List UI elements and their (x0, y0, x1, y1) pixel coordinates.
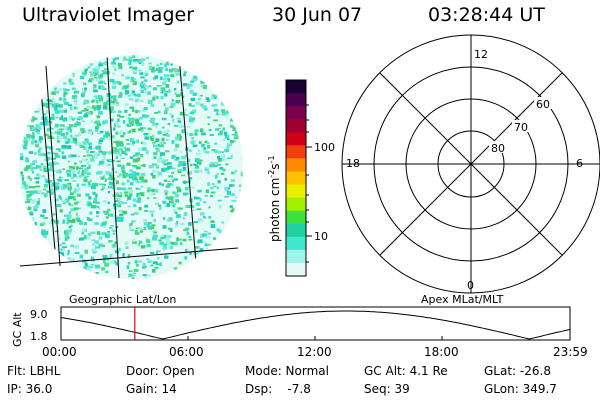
glon-status: GLon: 349.7 (484, 382, 557, 396)
color-bar-segment (286, 197, 306, 212)
door-status: Door: Open (126, 364, 195, 378)
color-bar-segment (286, 93, 306, 107)
timeline-y-axis-label: GC Alt (11, 312, 24, 347)
geo-meridian-line (106, 55, 120, 279)
date-label: 30 Jun 07 (272, 4, 363, 26)
color-bar-segment (286, 106, 306, 120)
dsp-status: Dsp: -7.8 (245, 382, 311, 396)
mlat-label-60: 60 (536, 98, 550, 111)
filter-status: Flt: LBHL (7, 364, 61, 378)
mlat-label-80: 80 (491, 142, 505, 155)
color-bar-segment (286, 210, 306, 225)
timeline-x-tick: 12:00 (297, 345, 332, 359)
timeline-x-tick: 18:00 (424, 345, 459, 359)
color-bar-segment (286, 158, 306, 172)
mlt-label-12: 12 (474, 48, 488, 61)
color-bar-scale (286, 80, 306, 277)
timeline-y-tick: 9.0 (30, 308, 48, 321)
seq-status: Seq: 39 (364, 382, 410, 396)
color-bar-segment (286, 119, 306, 133)
gain-status: Gain: 14 (126, 382, 177, 396)
emission-speckles (20, 55, 243, 279)
geo-meridian-line (178, 55, 198, 276)
timeline-y-tick: 1.8 (30, 330, 48, 343)
color-bar-segment (286, 236, 306, 251)
uv-image-disk (19, 55, 243, 279)
time-label: 03:28:44 UT (428, 4, 545, 26)
timeline-x-tick: 23:59 (553, 345, 588, 359)
color-bar-segment (286, 132, 306, 146)
mlat-label-70: 70 (514, 121, 528, 134)
color-bar-segment (286, 249, 306, 264)
color-bar-segment (286, 184, 306, 199)
color-bar: 100 10 photon cm-2s-1 (267, 79, 335, 277)
gc-alt-status: GC Alt: 4.1 Re (364, 364, 448, 378)
polar-plot (341, 34, 600, 294)
mlt-label-6: 6 (576, 157, 583, 170)
mode-status: Mode: Normal (245, 364, 329, 378)
ip-status: IP: 36.0 (7, 382, 53, 396)
color-bar-frame (285, 79, 307, 277)
altitude-curve (60, 310, 571, 340)
color-bar-segment (286, 80, 306, 94)
timeline-left-title: Geographic Lat/Lon (69, 293, 176, 306)
color-bar-segment (286, 223, 306, 238)
timeline-x-tick: 00:00 (42, 345, 77, 359)
mlt-label-0: 0 (467, 279, 474, 292)
geo-meridian-line (45, 65, 61, 267)
color-bar-segment (286, 171, 306, 186)
mlt-label-18: 18 (346, 157, 360, 170)
color-bar-tick-label: 10 (314, 230, 328, 243)
timeline: Geographic Lat/Lon Apex MLat/MLT GC Alt … (11, 293, 588, 359)
polar-diagonal (379, 72, 563, 256)
color-bar-tick-label: 100 (314, 141, 335, 154)
color-bar-unit-label: photon cm-2s-1 (267, 155, 282, 242)
glat-status: GLat: -26.8 (484, 364, 551, 378)
timeline-right-title: Apex MLat/MLT (421, 293, 504, 306)
instrument-title: Ultraviolet Imager (22, 4, 195, 26)
polar-labels: 12 18 6 0 60 70 80 (346, 47, 583, 292)
geo-parallel-line (19, 247, 239, 267)
timeline-x-tick: 06:00 (169, 345, 204, 359)
color-bar-segment (286, 262, 306, 277)
color-bar-segment (286, 145, 306, 159)
